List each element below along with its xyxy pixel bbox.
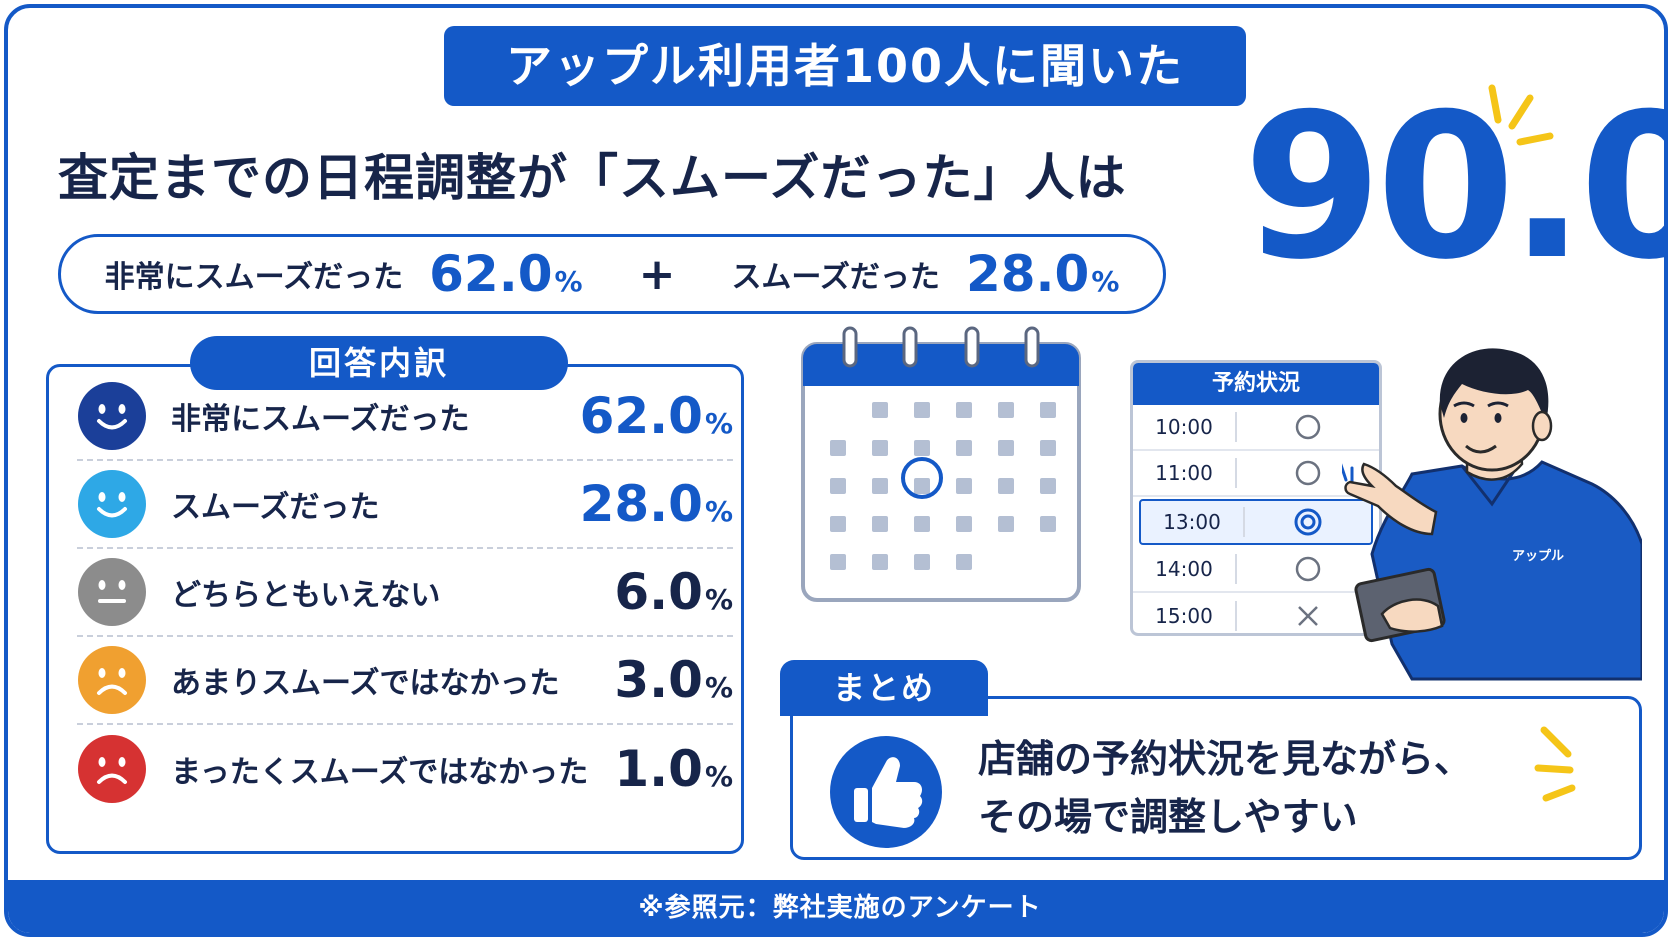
summary-text: 店舗の予約状況を見ながら、 その場で調整しやすい xyxy=(978,730,1472,846)
breakdown-a-value: 62.0 xyxy=(429,245,553,303)
response-value-unit: % xyxy=(704,495,733,528)
breakdown-b-label: スムーズだった xyxy=(731,260,940,295)
reservation-status-title: 予約状況 xyxy=(1133,363,1379,405)
total-percentage: 90.0% xyxy=(1243,88,1664,288)
response-value-unit: % xyxy=(704,407,733,440)
staff-person-illustration: アップル xyxy=(1342,348,1642,681)
shirt-text: アップル xyxy=(1512,549,1564,564)
smile-face-icon xyxy=(78,382,146,450)
response-label: まったくスムーズではなかった xyxy=(171,755,589,790)
breakdown-b-unit: % xyxy=(1091,265,1120,298)
response-row: どちらともいえない 6.0% xyxy=(77,549,733,637)
response-label: どちらともいえない xyxy=(171,578,441,613)
response-value-number: 62.0 xyxy=(579,387,703,445)
calendar-icon xyxy=(801,326,1081,602)
circle-icon xyxy=(1237,555,1379,583)
sparkle-icon xyxy=(1534,726,1576,802)
response-value-unit: % xyxy=(704,671,733,704)
response-label: スムーズだった xyxy=(171,490,380,525)
summary-line-2: その場で調整しやすい xyxy=(978,795,1358,839)
reservation-slot: 14:00 xyxy=(1133,547,1379,593)
response-label: あまりスムーズではなかった xyxy=(171,666,560,701)
sparkle-icon xyxy=(1488,84,1554,146)
reservation-status-panel: 予約状況 10:00 11:00 13:00 14:00 15:00 xyxy=(1130,360,1382,636)
slot-time: 10:00 xyxy=(1133,412,1237,442)
slot-time: 15:00 xyxy=(1133,601,1237,631)
summary-box xyxy=(790,696,1642,860)
cross-icon xyxy=(1237,602,1379,630)
summary-line-1: 店舗の予約状況を見ながら、 xyxy=(978,737,1473,781)
frown-face-icon xyxy=(78,646,146,714)
double-circle-icon xyxy=(1245,508,1371,536)
response-row: まったくスムーズではなかった 1.0% xyxy=(77,725,733,813)
response-breakdown-title: 回答内訳 xyxy=(190,336,568,390)
response-row: スムーズだった 28.0% xyxy=(77,461,733,549)
response-value: 6.0% xyxy=(614,563,733,621)
circle-icon xyxy=(1237,413,1379,441)
breakdown-a-unit: % xyxy=(554,265,583,298)
response-row: 非常にスムーズだった 62.0% xyxy=(77,373,733,461)
response-value-number: 6.0 xyxy=(614,563,703,621)
footer-source: ※参照元：弊社実施のアンケート xyxy=(8,880,1664,933)
response-value: 28.0% xyxy=(580,475,733,533)
response-value-number: 3.0 xyxy=(614,651,703,709)
reservation-slot: 15:00 xyxy=(1133,593,1379,633)
circle-icon xyxy=(1237,459,1379,487)
response-value: 62.0% xyxy=(580,387,733,445)
breakdown-pill: 非常にスムーズだった 62.0% + スムーズだった 28.0% xyxy=(58,234,1166,314)
response-value: 1.0% xyxy=(614,740,733,798)
reservation-slot: 13:00 xyxy=(1139,499,1373,545)
thumbs-up-icon xyxy=(830,736,942,848)
headline: 査定までの日程調整が「スムーズだった」人は xyxy=(58,149,1127,207)
smile-face-icon xyxy=(78,470,146,538)
plus-sign: + xyxy=(638,248,676,300)
slot-time: 14:00 xyxy=(1133,554,1237,584)
response-value: 3.0% xyxy=(614,651,733,709)
slot-time: 11:00 xyxy=(1133,458,1237,488)
breakdown-b-value: 28.0 xyxy=(965,245,1090,303)
survey-label: アップル利用者100人に聞いた xyxy=(444,26,1246,106)
reservation-slot: 10:00 xyxy=(1133,405,1379,451)
response-value-number: 1.0 xyxy=(614,740,703,798)
response-value-number: 28.0 xyxy=(579,475,703,533)
infographic-frame: アップル利用者100人に聞いた 査定までの日程調整が「スムーズだった」人は 90… xyxy=(4,4,1668,937)
response-value-unit: % xyxy=(704,583,733,616)
response-breakdown-box: 非常にスムーズだった 62.0% スムーズだった 28.0% どちらともいえない 6.0%… xyxy=(46,364,744,854)
reservation-slot: 11:00 xyxy=(1133,451,1379,497)
response-row: あまりスムーズではなかった 3.0% xyxy=(77,637,733,725)
neutral-face-face-icon xyxy=(78,558,146,626)
summary-title: まとめ xyxy=(780,660,988,716)
reservation-slots: 10:00 11:00 13:00 14:00 15:00 xyxy=(1133,405,1379,633)
frown-face-icon xyxy=(78,735,146,803)
response-value-unit: % xyxy=(704,760,733,793)
response-label: 非常にスムーズだった xyxy=(171,402,470,437)
slot-time: 13:00 xyxy=(1141,507,1245,537)
total-value: 90.0 xyxy=(1243,71,1668,304)
breakdown-a-label: 非常にスムーズだった xyxy=(104,260,404,295)
